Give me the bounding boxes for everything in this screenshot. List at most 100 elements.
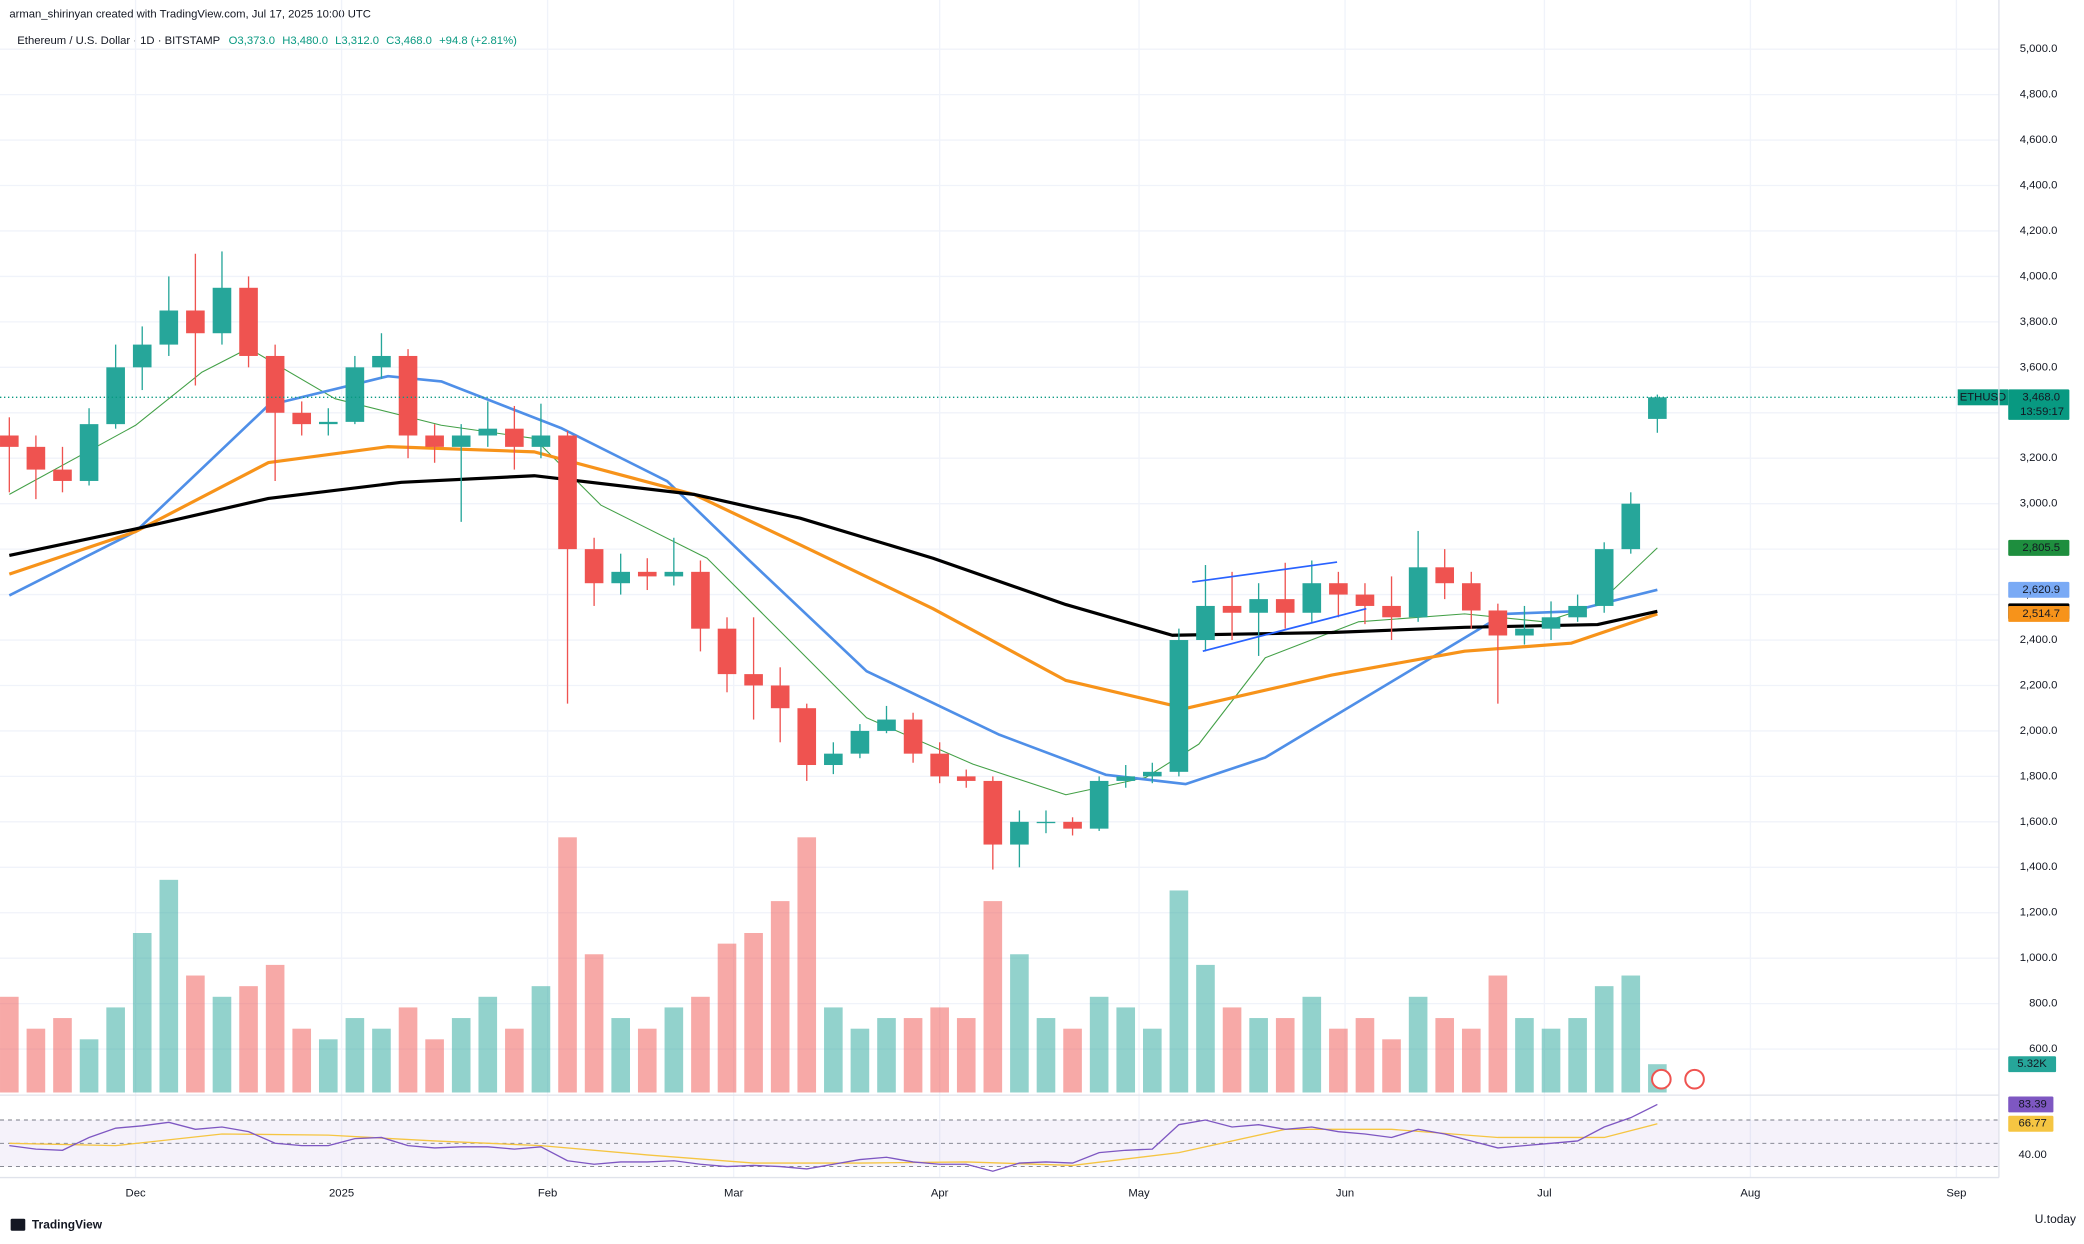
annotations: [0, 396, 1999, 652]
price-tag: [2008, 539, 2070, 556]
volume-bar: [159, 879, 179, 1093]
candle-body: [212, 287, 232, 334]
rsi-tag-label: 83.39: [2019, 1098, 2047, 1110]
event-icons[interactable]: [1651, 1068, 1705, 1090]
x-tick-label: Apr: [931, 1187, 949, 1199]
trendline: [1192, 561, 1338, 583]
brand-name: TradingView: [32, 1218, 103, 1232]
volume-bar: [903, 1018, 923, 1093]
volume-bar: [691, 996, 710, 1093]
candle-body: [770, 685, 790, 709]
candle-body: [106, 367, 125, 425]
volume-tag: [2008, 1056, 2057, 1073]
volume-bar: [1222, 1007, 1242, 1093]
volume-bar: [664, 1007, 684, 1093]
candle-body: [1249, 599, 1268, 613]
volume-bar: [265, 964, 285, 1093]
candle-body: [1648, 397, 1667, 419]
volume-bar: [850, 1028, 870, 1093]
candle-body: [877, 719, 896, 731]
volume-bar: [0, 996, 19, 1093]
volume-bar: [770, 901, 790, 1093]
candle-body: [691, 571, 710, 629]
x-tick-label: Jun: [1336, 1187, 1354, 1199]
rsi-ma-line: [9, 1123, 1658, 1167]
y-tick-label: 4,400.0: [2020, 180, 2058, 192]
y-tick-label: 1,800.0: [2020, 770, 2058, 782]
symbol-tag-label: ETHUSD: [1960, 391, 2006, 403]
y-tick-label: 600.0: [2029, 1043, 2057, 1055]
candle-body: [345, 367, 365, 422]
y-tick-label: 3,000.0: [2020, 498, 2058, 510]
volume-bar: [239, 986, 258, 1093]
price-tag-label: 2,620.9: [2022, 584, 2060, 596]
x-tick-label: 2025: [329, 1187, 354, 1199]
volume-bar: [26, 1028, 46, 1093]
volume-bar: [1355, 1018, 1375, 1093]
price-tag: [2008, 605, 2070, 622]
rsi-tag: [2008, 1096, 2054, 1113]
candle-body: [637, 571, 657, 577]
volume-bar: [372, 1028, 391, 1093]
candle-body: [1143, 771, 1162, 777]
volume-bar: [345, 1018, 365, 1093]
volume-bar: [584, 954, 604, 1093]
volume-bar: [1515, 1018, 1534, 1093]
candle-body: [1036, 821, 1056, 824]
rsi-tag-label: 66.77: [2019, 1118, 2047, 1130]
y-tick-label: 1,200.0: [2020, 907, 2058, 919]
y-tick-label: 1,000.0: [2020, 952, 2058, 964]
y-tick-label: 4,600.0: [2020, 134, 2058, 146]
candle-body: [1488, 610, 1508, 636]
x-tick-label: Mar: [724, 1187, 744, 1199]
volume-bar: [1488, 975, 1508, 1093]
moving-average: [8, 474, 1658, 637]
volume-bar: [79, 1039, 99, 1093]
candle-body: [824, 753, 843, 766]
volume-bar: [1302, 996, 1322, 1093]
volume-bar: [1594, 986, 1614, 1093]
candle-body: [1329, 583, 1348, 595]
candle-body: [1089, 780, 1109, 829]
volume-bar: [824, 1007, 843, 1093]
y-tick-label: 800.0: [2029, 998, 2057, 1010]
brand-logo: [10, 1218, 26, 1231]
volume-tag-label: 5.32K: [2017, 1058, 2047, 1070]
low: L3,312.0: [335, 35, 379, 47]
candles: [0, 251, 1667, 870]
candle-body: [1568, 605, 1587, 618]
volume-bar: [1089, 996, 1109, 1093]
event-icon[interactable]: [1684, 1068, 1705, 1090]
event-icon[interactable]: [1651, 1068, 1672, 1090]
volume-bar: [106, 1007, 125, 1093]
candle-body: [1408, 567, 1428, 618]
volume-bar: [1169, 890, 1189, 1093]
candle-body: [664, 571, 684, 577]
candle-body: [1116, 776, 1136, 781]
candle-body: [1275, 599, 1295, 613]
volume-bar: [797, 837, 817, 1093]
x-tick-label: Sep: [1946, 1187, 1966, 1199]
candle-body: [1594, 549, 1614, 606]
candle-body: [744, 674, 763, 686]
candle-body: [1461, 583, 1481, 611]
candle-body: [239, 287, 258, 356]
change: +94.8 (+2.81%): [439, 35, 517, 47]
volume-bar: [637, 1028, 657, 1093]
y-tick-label: 2,200.0: [2020, 679, 2058, 691]
candle-body: [159, 310, 179, 345]
price-tag: [2008, 581, 2070, 598]
volume-bar: [1063, 1028, 1082, 1093]
volume-bar: [53, 1018, 72, 1093]
candle-body: [797, 708, 817, 766]
y-tick-label: 1,400.0: [2020, 861, 2058, 873]
volume-bar: [1541, 1028, 1561, 1093]
symbol: Ethereum / U.S. Dollar · 1D · BITSTAMP: [17, 35, 220, 47]
volume-bar: [212, 996, 232, 1093]
y-tick-label: 4,200.0: [2020, 225, 2058, 237]
candle-body: [1063, 821, 1082, 829]
y-tick-label: 3,800.0: [2020, 316, 2058, 328]
volume-bar: [1461, 1028, 1481, 1093]
candle-body: [1169, 640, 1189, 772]
